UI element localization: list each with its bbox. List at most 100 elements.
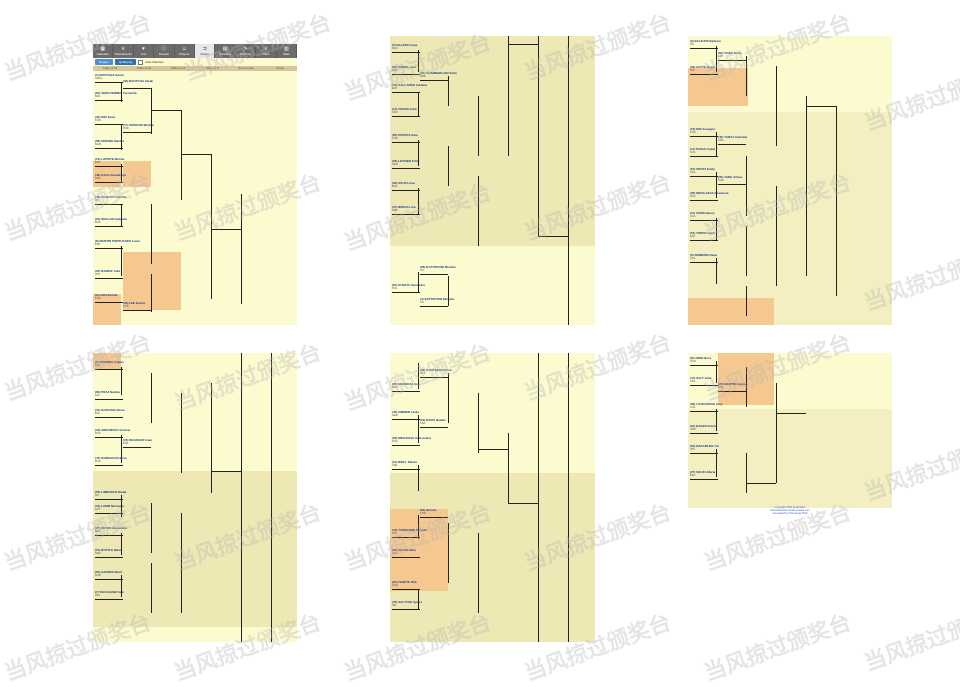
player-name[interactable]: (4) BATTISTONI Michela [420,297,455,301]
player-name[interactable]: (2) ANDRIEU Sophie [95,360,124,364]
draw-entry[interactable]: (56) ODIONG Martha NGR [95,139,124,149]
player-name[interactable]: (21) CHAMBERLAIN Sofia [420,71,457,75]
player-name[interactable]: (6) SIMMONS Dana [690,253,718,257]
draw-entry[interactable]: (7) TAKAHASHI Saki JPN [95,590,124,600]
draw-entry[interactable]: (27) SOUZA Maria BRA [690,470,718,480]
draw-entry[interactable]: (51) SPOZZ Emily USA [690,167,718,177]
draw-entry[interactable]: (31) KOSTOVA Elena BUL [95,408,125,418]
player-name[interactable]: (55) HANSEN Marit [95,570,122,574]
player-name[interactable]: (62) VIVES Nuria [718,51,742,55]
player-name[interactable]: (27) SOUZA Maria [690,470,716,474]
draw-entry[interactable]: (15) DEGRASO Iman ESP [123,438,153,448]
draw-entry[interactable]: (20) FEKETE Rita HUN [392,580,420,590]
draw-entry[interactable]: (10) ROTTLE Maria GER [95,548,123,558]
draw-entry[interactable]: (1) BOUTCHA Sarah LEBra [95,73,124,83]
toolbar-live-button[interactable]: ♥ Live [134,44,155,58]
draw-entry[interactable]: (14) PAVAS Isabel COL [690,147,718,157]
draw-entry[interactable]: (37) BRESA Lina SRB [392,205,420,215]
player-name[interactable]: (31) KOSTOVA Elena [95,408,125,412]
player-name[interactable]: (29) LEITNER Fritz [392,159,419,163]
player-name[interactable]: (49) GALE Anastasiya [95,173,127,177]
player-name[interactable]: (32) KIM Jieun [95,115,116,119]
draw-entry[interactable]: (12) BRILL Nikola CZE [392,460,420,470]
player-name[interactable]: (5) BALZER Ioana [392,43,418,47]
draw-entry[interactable]: (39) KARASEVA Elena RUS [420,368,452,378]
draw-entry[interactable]: (63) PRAZ Nadine SUI [95,390,123,400]
player-name[interactable]: (20) FEKETE Rita [392,580,417,584]
toolbar-stats-button[interactable]: ▥ Stats [277,44,297,58]
player-name[interactable]: (39) KARASEVA Elena [420,368,452,372]
draw-entry[interactable]: (53) OH Hoi KOR [420,508,448,518]
draw-entry[interactable]: (35) JANG Sohee KOR [718,175,746,185]
player-name[interactable]: (1) BOUTCHA Sarah [95,73,124,77]
draw-entry[interactable]: (26) NIKOLAEVA Anastasia RUS [690,191,728,201]
draw-entry[interactable]: (46) YANAZ Gabriela ARG [718,135,748,145]
draw-entry[interactable]: (44) YONEZAWA Natsuki JPN [392,528,427,538]
player-name[interactable]: (7) TAKAHASHI Saki [95,590,124,594]
player-name[interactable]: (40) LEE Eunha [123,301,146,305]
player-name[interactable]: (17) OROGOD Martha [123,123,154,127]
player-name[interactable]: (24) DEGLAN Gabriela [95,217,127,221]
player-name[interactable]: (9) LEES Eunha [95,293,118,297]
player-name[interactable]: (58) MINAKOVA Aleksandra [392,436,432,440]
draw-entry[interactable]: (59) NAKAMURA Yui JPN [690,444,720,454]
player-name[interactable]: (47) KOMAROVA Ilona [95,456,127,460]
hide-matches-checkbox[interactable] [138,59,144,65]
draw-entry[interactable]: (8) LEINE Nora NOR [690,356,718,366]
draw-entry[interactable]: (24) MARTIN Helene FRA [718,382,747,392]
player-name[interactable]: (59) NAKAMURA Yui [690,444,720,448]
draw-entry[interactable]: (2) ANDRIEU Sophie FRA [95,360,124,370]
player-name[interactable]: (46) YANAZ Gabriela [718,135,748,139]
draw-entry[interactable]: (41) SALT Julia USA [690,376,718,386]
qualifying-button[interactable]: Qualifying [114,59,137,65]
player-name[interactable]: (8) LEINE Nora [690,356,712,360]
draw-entry[interactable]: (45) SALTUSH Ayelet ISR [392,600,422,610]
draw-entry[interactable]: (58) MINAKOVA Aleksandra RUS [392,436,432,446]
toolbar-schedule-button[interactable]: ▤ Schedule [215,44,236,58]
toolbar-calendar-button[interactable]: ▦ Calendar [93,44,114,58]
draw-entry[interactable]: (3) BALZIANI Barbara ITA [690,39,721,49]
draw-entry[interactable]: (42) ZIMMER Linda GER [392,410,420,420]
player-name[interactable]: (37) BRESA Lina [392,205,416,209]
draw-entry[interactable]: (4) BATTISTONI Michela ITA [420,297,455,307]
draw-entry[interactable]: (28) BATTISTONI Michela ITA [420,265,456,275]
player-name[interactable]: (52) PORTAS Sara [392,133,418,137]
draw-entry[interactable]: (5) BALZER Ioana ROU [392,43,420,53]
player-name[interactable]: (19) KIM Jeongmi [690,127,715,131]
draw-entry[interactable]: (22) BAKER Emma GBR [690,424,718,434]
player-name[interactable]: (25) RAMOS Yuka [95,269,121,273]
draw-entry[interactable]: (8) MARTIN PORTUGUES Lucia ESP [95,239,140,249]
player-name[interactable]: (11) CORN Sanny [690,211,715,215]
player-name[interactable]: (16) LAPISTE Marisa [95,157,125,161]
toolbar-results-button[interactable]: ⓘ Results [154,44,175,58]
draw-entry[interactable]: (33) BOUTCHA Sarah [123,79,154,89]
draw-entry[interactable]: (48) PUSETTI Ludmila ITA [95,195,127,205]
player-name[interactable]: (38) LOVEGROVE Amy [690,402,723,406]
singles-button[interactable]: Singles [95,59,113,65]
draw-entry[interactable]: (55) HANSEN Marit NOR [95,570,123,580]
draw-entry[interactable]: (47) KOMAROVA Ilona RUS [95,456,127,466]
draw-entry[interactable]: (25) RAMOS Yuka JPN [95,269,123,279]
draw-entry[interactable]: (11) CORN Sanny USA [690,211,718,221]
player-name[interactable]: (28) BATTISTONI Michela [420,265,456,269]
draw-entry[interactable]: (64) VERGUERRES Fernanda BRA [95,91,137,101]
player-name[interactable]: (3) BALZIANI Barbara [690,39,721,43]
draw-entry[interactable]: (18) ABRAMOVA Victoria RUS [95,428,130,438]
player-name[interactable]: (64) VERGUERRES Fernanda [95,91,137,95]
player-name[interactable]: (50) LIMBOSCO Nadia [95,490,127,494]
player-name[interactable]: (33) BOUTCHA Sarah [123,79,154,83]
player-name[interactable]: (48) PUSETTI Ludmila [95,195,127,199]
draw-entry[interactable]: (17) OROGOD Martha POR [123,123,154,133]
player-name[interactable]: (15) DEGRASO Iman [123,438,153,442]
draw-entry[interactable]: (44) GALLARDO Adriana ESP [392,83,427,93]
toolbar-tournaments-button[interactable]: ♕ Tournaments [113,44,134,58]
draw-entry[interactable]: (32) KIM Jieun KOR [95,115,123,125]
toolbar-draws-button[interactable]: ⊐ Draws [195,44,216,58]
player-name[interactable]: (14) PAVAS Isabel [690,147,716,151]
player-name[interactable]: (41) SALT Julia [690,376,712,380]
toolbar-players-button[interactable]: ☺ Players [175,44,196,58]
player-name[interactable]: (27) REYES Alexandra [95,526,127,530]
player-name[interactable]: (35) JANG Sohee [718,175,743,179]
player-name[interactable]: (63) PRAZ Nadine [95,390,121,394]
player-name[interactable]: (24) MARTIN Helene [718,382,747,386]
